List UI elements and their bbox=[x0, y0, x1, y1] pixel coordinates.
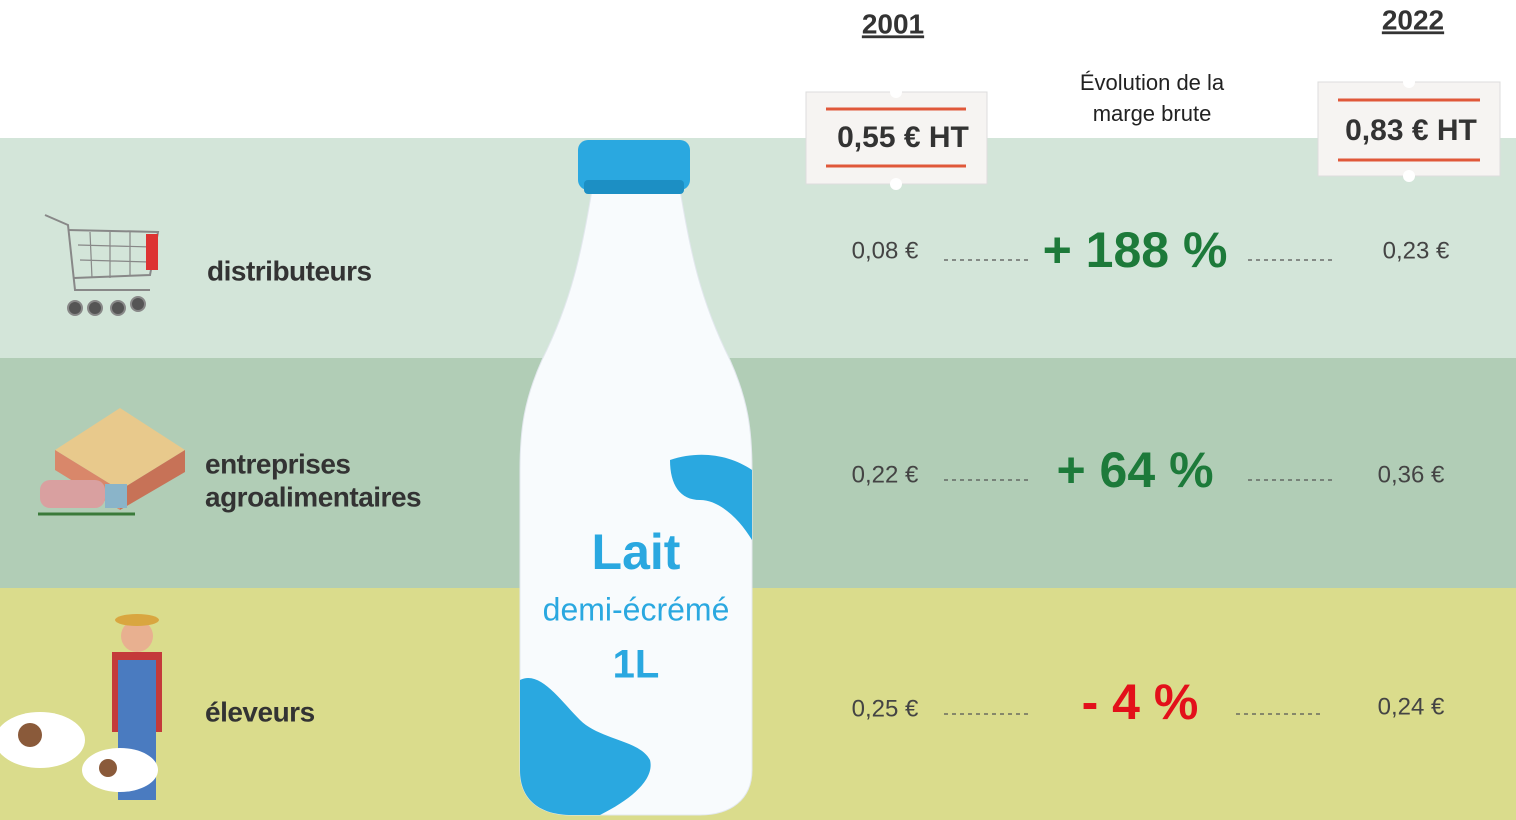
value-2022: 0,24 € bbox=[1378, 693, 1445, 720]
evolution: + 188 % bbox=[1043, 222, 1228, 278]
price-tag: 0,83 € HT bbox=[1318, 76, 1500, 182]
row-label: entreprises bbox=[205, 448, 350, 479]
price-tag: 0,55 € HT bbox=[806, 86, 987, 190]
price: 0,83 € HT bbox=[1345, 114, 1477, 147]
bottle-text: demi-écrémé bbox=[543, 591, 730, 627]
value-2001: 0,08 € bbox=[852, 237, 919, 264]
bottle-text: Lait bbox=[592, 524, 681, 580]
row-bg bbox=[0, 138, 1516, 358]
row-label: agroalimentaires bbox=[205, 481, 421, 512]
value-2022: 0,36 € bbox=[1378, 461, 1445, 488]
price: 0,55 € HT bbox=[837, 121, 969, 154]
year: 2001 bbox=[862, 8, 924, 39]
infographic: 2001 2022 Évolution de la marge brute 0,… bbox=[0, 0, 1516, 820]
value-2001: 0,25 € bbox=[852, 695, 919, 722]
row-label: distributeurs bbox=[207, 255, 372, 286]
evolution: - 4 % bbox=[1082, 674, 1199, 730]
evolution-label: Évolution de la bbox=[1080, 70, 1225, 95]
year: 2022 bbox=[1382, 4, 1444, 35]
row-label: éleveurs bbox=[205, 696, 315, 727]
bottle-text: 1L bbox=[613, 643, 660, 687]
evolution: + 64 % bbox=[1056, 442, 1213, 498]
evolution-label: marge brute bbox=[1093, 101, 1212, 126]
value-2022: 0,23 € bbox=[1383, 237, 1450, 264]
value-2001: 0,22 € bbox=[852, 461, 919, 488]
